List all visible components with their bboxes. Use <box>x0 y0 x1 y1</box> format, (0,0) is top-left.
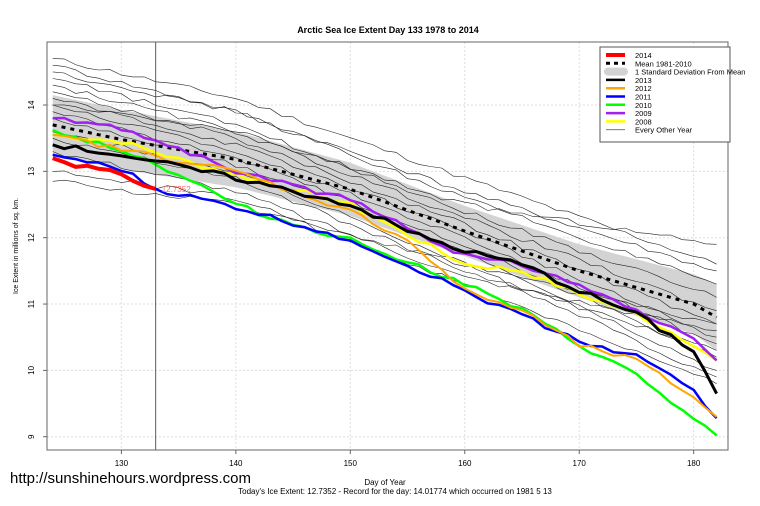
legend-entry: 2008 <box>635 117 652 126</box>
legend-entry: 2012 <box>635 84 652 93</box>
footer-note: Today's Ice Extent: 12.7352 - Record for… <box>238 487 552 496</box>
other-year-line <box>52 84 717 311</box>
y-tick-label: 11 <box>27 299 36 308</box>
legend-entry: 1 Standard Deviation From Mean <box>635 68 745 77</box>
legend-swatch <box>604 67 628 76</box>
other-year-line <box>52 98 717 338</box>
legend-entry: 2009 <box>635 109 652 118</box>
x-axis-label: Day of Year <box>364 478 406 487</box>
chart-title: Arctic Sea Ice Extent Day 133 1978 to 20… <box>297 25 479 35</box>
other-year-line <box>52 91 717 325</box>
y-tick-label: 14 <box>27 100 36 109</box>
y-axis-label: Ice Extent in millions of sq. km. <box>13 198 20 294</box>
legend-entry: 2010 <box>635 101 652 110</box>
legend-box <box>599 46 731 143</box>
y-tick-label: 10 <box>27 365 36 374</box>
x-tick-label: 160 <box>458 459 472 468</box>
y-tick-label: 12 <box>27 233 36 242</box>
x-tick-label: 170 <box>573 459 587 468</box>
legend-entry: 2014 <box>635 51 652 60</box>
other-year-line <box>52 64 717 272</box>
y-tick-label: 13 <box>27 166 36 175</box>
other-year-line <box>52 151 717 331</box>
legend-entry: Mean 1981-2010 <box>635 59 692 68</box>
series-line-2011 <box>52 153 718 420</box>
current-value-label: 12.7352 <box>162 185 191 194</box>
watermark-url: http://sunshinehours.wordpress.com <box>10 470 251 487</box>
series-line-2010 <box>52 129 718 437</box>
series-line-2013 <box>52 143 718 395</box>
other-year-line <box>52 71 717 285</box>
series-line-2014 <box>52 156 157 191</box>
series-line-2012 <box>52 133 718 418</box>
x-tick-label: 140 <box>229 459 243 468</box>
other-year-line <box>52 104 717 245</box>
other-year-line <box>52 179 717 325</box>
y-tick-label: 9 <box>27 434 36 439</box>
legend-entry: 2011 <box>635 93 651 102</box>
other-year-line <box>52 58 717 265</box>
x-tick-label: 180 <box>687 459 701 468</box>
other-year-line <box>52 78 717 298</box>
legend-entry: 2013 <box>635 76 652 85</box>
plot-frame <box>46 41 729 451</box>
x-tick-label: 130 <box>115 459 129 468</box>
other-year-line <box>52 137 717 351</box>
legend-entry: Every Other Year <box>635 126 693 135</box>
x-tick-label: 150 <box>344 459 358 468</box>
